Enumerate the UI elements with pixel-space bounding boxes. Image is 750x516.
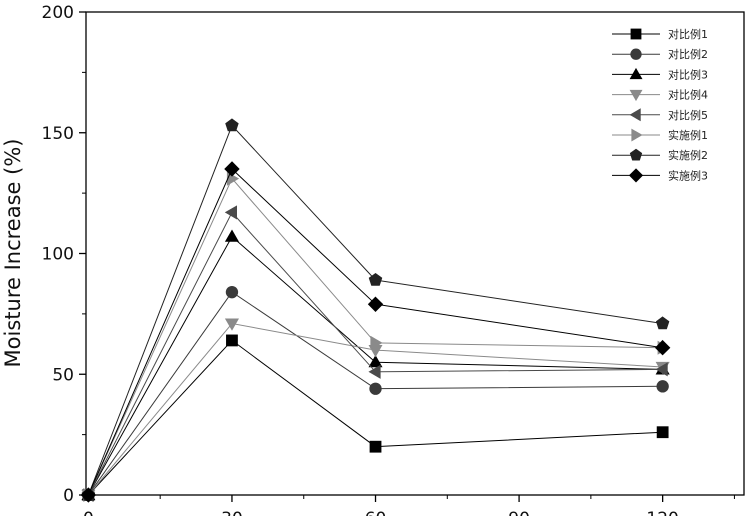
data-point (655, 316, 670, 330)
legend-label: 实施例2 (668, 148, 708, 162)
series-line (87, 124, 663, 496)
data-point (224, 205, 238, 220)
data-point (656, 380, 669, 393)
legend-item: 对比例1 (612, 27, 708, 41)
legend-marker (629, 108, 641, 122)
legend-label: 实施例3 (668, 168, 708, 182)
y-axis-title: Moisture Increase (%) (1, 139, 25, 368)
series-line (87, 177, 663, 496)
legend-marker (629, 148, 643, 161)
axes: 0 50 100 150 200 0 30 60 90 120 (42, 3, 735, 516)
data-point (368, 354, 383, 368)
series-line (88, 322, 663, 496)
data-point (654, 339, 671, 356)
series-line (87, 291, 663, 496)
y-tick-label: 100 (42, 245, 74, 265)
plot-frame (85, 11, 745, 496)
legend-item: 实施例2 (612, 148, 708, 162)
data-point (224, 318, 239, 331)
x-tick-label: 0 (83, 509, 94, 516)
data-point (368, 364, 381, 379)
legend-item: 对比例4 (612, 88, 708, 102)
legend-marker (629, 67, 643, 80)
series-line (87, 168, 663, 496)
plot-area (85, 11, 745, 496)
series-line (87, 235, 663, 496)
series-layer (80, 118, 671, 503)
x-tick-label: 60 (365, 509, 387, 516)
data-point (369, 440, 382, 453)
data-point (226, 334, 238, 347)
x-tick-label: 120 (646, 509, 678, 516)
legend-label: 对比例1 (668, 27, 708, 41)
series-line (88, 339, 663, 496)
series-8 (80, 161, 671, 503)
data-point (368, 273, 383, 286)
legend-label: 对比例5 (668, 108, 708, 122)
data-point (225, 285, 239, 299)
legend-item: 对比例3 (612, 67, 708, 81)
data-point (225, 118, 239, 132)
y-tick-label: 50 (52, 365, 74, 385)
data-point (370, 335, 383, 350)
y-tick-label: 0 (63, 486, 74, 506)
x-tick-label: 30 (221, 509, 243, 516)
legend-marker (630, 48, 642, 60)
series-line (87, 211, 663, 496)
series-2 (82, 285, 669, 502)
legend-item: 实施例1 (612, 128, 708, 142)
data-point (224, 229, 239, 242)
legend-marker (631, 128, 643, 142)
legend-label: 对比例4 (668, 88, 708, 102)
legend-marker (629, 89, 643, 102)
data-point (656, 426, 669, 439)
data-point (655, 362, 668, 377)
data-point (369, 382, 382, 395)
legend-marker (628, 168, 644, 183)
legend-item: 对比例5 (612, 108, 708, 122)
legend-item: 对比例2 (612, 47, 708, 61)
y-tick-label: 150 (42, 124, 74, 144)
legend-item: 实施例3 (612, 168, 708, 183)
legend-label: 对比例3 (668, 67, 708, 81)
legend-label: 实施例1 (668, 128, 708, 142)
data-point (367, 296, 384, 312)
legend-label: 对比例2 (668, 47, 708, 61)
data-point (224, 161, 240, 177)
y-tick-label: 200 (42, 3, 74, 23)
legend-marker (630, 28, 642, 40)
data-point (80, 487, 97, 503)
legend: 对比例1 对比例2 对比例3 对比例4 对比例5 实施例1 实施例2 实施例3 (612, 27, 708, 183)
series-3 (81, 229, 670, 501)
x-tick-label: 90 (508, 509, 530, 516)
